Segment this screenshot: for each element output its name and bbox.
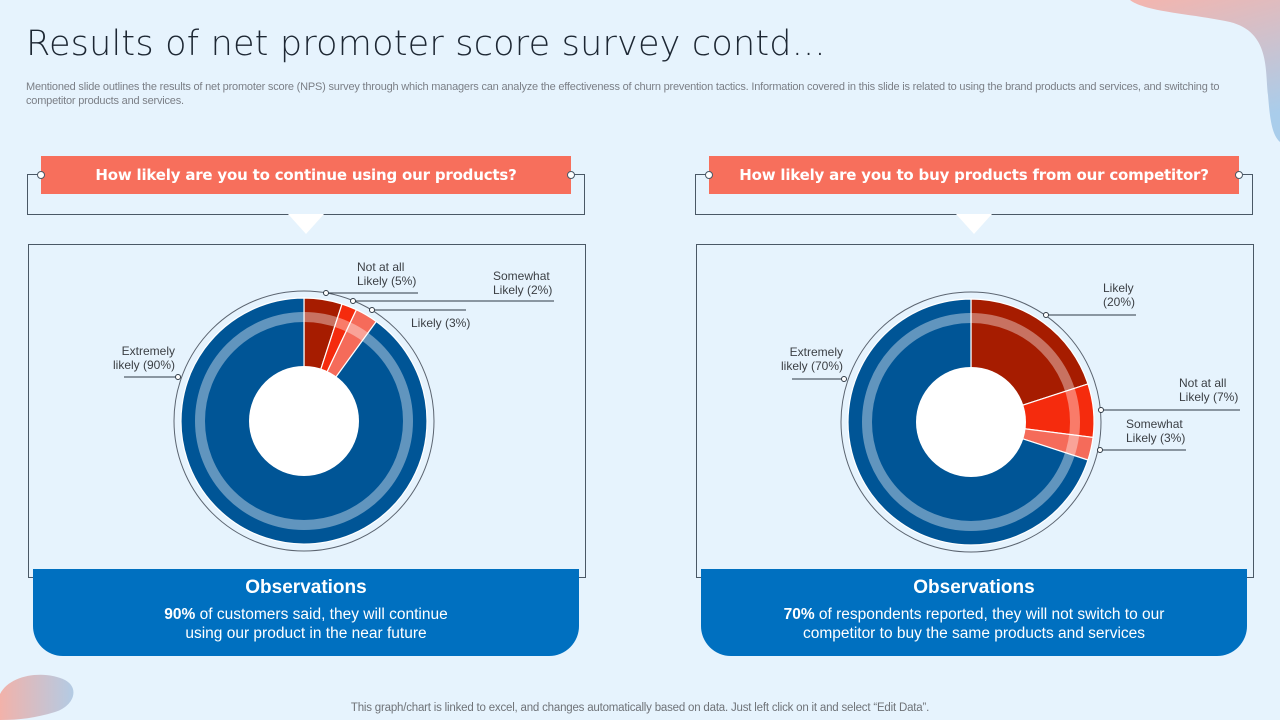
question-banner: How likely are you to buy products from … [709, 156, 1239, 194]
observation-line-2: competitor to buy the same products and … [802, 625, 1146, 642]
connector-dot [567, 171, 575, 179]
outer-ring [840, 291, 1102, 553]
label-extremely-likely: Extremely [122, 344, 175, 358]
label-somewhat-likely: Somewhat [1126, 417, 1183, 431]
observations-box: Observations 70% of respondents reported… [701, 569, 1247, 656]
pointer-notch [956, 214, 992, 234]
connector-dot [705, 171, 713, 179]
label-somewhat-likely: Somewhat [493, 269, 550, 283]
page-title: Results of net promoter score survey con… [26, 24, 826, 64]
observation-highlight: 90% [164, 606, 196, 623]
label-likely: Likely (3%) [411, 316, 470, 330]
label-extremely-likely-value: likely (90%) [113, 358, 175, 372]
label-not-at-all-likely: Not at all [1179, 376, 1226, 390]
outer-ring [173, 290, 435, 552]
donut-hole [249, 366, 359, 476]
observations-title: Observations [913, 577, 1035, 598]
donut-hole [916, 367, 1026, 477]
observations-box: Observations 90% of customers said, they… [33, 569, 579, 656]
donut-chart-competitor[interactable]: Extremely likely (70%) Likely (20%) Not … [694, 244, 1254, 578]
observation-line-2: using our product in the near future [185, 625, 427, 642]
label-likely-value: (20%) [1103, 295, 1135, 309]
footer-note: This graph/chart is linked to excel, and… [350, 702, 930, 714]
label-not-at-all-likely-value: Likely (5%) [357, 274, 416, 288]
observation-highlight: 70% [783, 606, 815, 623]
label-not-at-all-likely: Not at all [357, 260, 404, 274]
label-extremely-likely-value: likely (70%) [781, 359, 843, 373]
highlight-band [862, 313, 1080, 531]
decorative-blob-bottom-left [0, 674, 74, 720]
observation-line-1: of respondents reported, they will not s… [814, 606, 1165, 623]
panel-buy-competitor: How likely are you to buy products from … [694, 156, 1254, 656]
label-likely: Likely [1103, 281, 1134, 295]
label-not-at-all-likely-value: Likely (7%) [1179, 390, 1238, 404]
panel-continue-using: How likely are you to continue using our… [26, 156, 586, 656]
label-somewhat-likely-value: Likely (3%) [1126, 431, 1185, 445]
label-somewhat-likely-value: Likely (2%) [493, 283, 552, 297]
pointer-notch [288, 214, 324, 234]
page-subtitle: Mentioned slide outlines the results of … [26, 81, 1220, 107]
observations-text: 70% of respondents reported, they will n… [701, 605, 1247, 643]
donut-chart-continue[interactable]: Extremely likely (90%) Not at all Likely… [26, 244, 586, 578]
decorative-blob-top-right [1130, 0, 1280, 142]
connector-dot [37, 171, 45, 179]
observations-title: Observations [245, 577, 367, 598]
observations-text: 90% of customers said, they will continu… [33, 605, 579, 643]
highlight-band [195, 312, 413, 530]
label-extremely-likely: Extremely [790, 345, 843, 359]
donut-slices[interactable] [180, 297, 428, 545]
question-banner: How likely are you to continue using our… [41, 156, 571, 194]
observation-line-1: of customers said, they will continue [195, 606, 448, 623]
connector-dot [1235, 171, 1243, 179]
